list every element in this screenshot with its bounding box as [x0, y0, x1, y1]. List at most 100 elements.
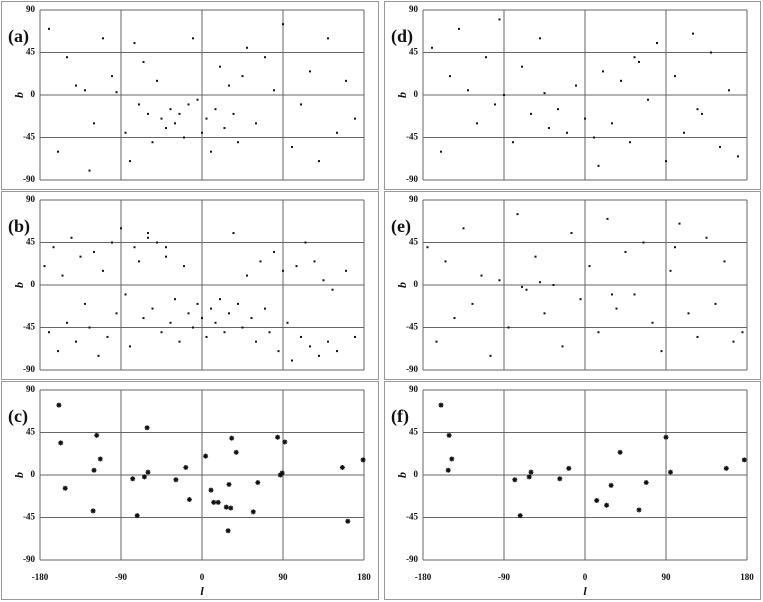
point [156, 79, 158, 82]
point [458, 27, 460, 30]
point [178, 112, 181, 115]
point [507, 326, 510, 329]
x-tick-label: 90 [662, 572, 672, 582]
point [102, 37, 104, 40]
point [557, 108, 559, 111]
point [215, 499, 221, 505]
point [656, 42, 658, 45]
y-tick-label: -90 [23, 554, 35, 564]
point [620, 79, 622, 82]
point [651, 321, 654, 324]
point [584, 117, 586, 120]
point [141, 474, 147, 480]
y-tick-label: -90 [23, 174, 35, 184]
point [543, 312, 546, 315]
point [106, 335, 109, 338]
point [512, 477, 518, 483]
point [714, 302, 717, 305]
point [203, 453, 209, 459]
point [79, 255, 82, 258]
point [279, 470, 285, 476]
point [570, 232, 573, 235]
panel-frame [1, 1, 379, 190]
point [151, 307, 154, 310]
point [147, 112, 149, 115]
point [354, 335, 356, 338]
point [446, 432, 452, 438]
point [97, 456, 103, 462]
point [210, 307, 212, 310]
point [48, 27, 50, 30]
point [723, 260, 726, 263]
point [124, 131, 127, 134]
point [70, 236, 73, 239]
panel-frame [1, 191, 379, 380]
y-tick-label: 90 [26, 4, 36, 14]
point [636, 507, 642, 513]
point [201, 317, 203, 320]
y-tick-label: 0 [31, 279, 36, 289]
point [173, 477, 179, 483]
point [462, 227, 465, 230]
point [165, 246, 167, 249]
y-tick-label: -45 [23, 512, 35, 522]
y-tick-label: 0 [414, 469, 419, 479]
point [552, 284, 555, 286]
point [579, 298, 582, 301]
point [115, 312, 118, 315]
point [84, 89, 86, 92]
point [304, 241, 307, 244]
point [93, 122, 95, 125]
point [480, 274, 483, 277]
y-tick-label: -45 [406, 322, 418, 332]
point [187, 103, 190, 106]
point [169, 321, 172, 324]
x-tick-label: 90 [279, 572, 289, 582]
point [273, 250, 275, 253]
x-tick-label: 180 [357, 572, 371, 582]
point [169, 108, 172, 111]
point [255, 122, 257, 125]
point [291, 359, 293, 362]
point [339, 464, 345, 470]
y-tick-label: 45 [26, 47, 36, 57]
point [250, 317, 253, 320]
point [232, 232, 235, 235]
point [445, 467, 451, 473]
point [444, 260, 447, 263]
point [115, 91, 118, 94]
y-tick-label: 45 [409, 47, 419, 57]
point [528, 469, 534, 475]
point [210, 150, 212, 153]
point [196, 302, 199, 305]
point [453, 317, 456, 320]
y-tick-label: 0 [31, 89, 36, 99]
panel-label: (b) [8, 216, 30, 237]
point [683, 131, 685, 134]
point [705, 236, 708, 239]
point [660, 350, 663, 353]
panel-frame [384, 191, 761, 380]
point [187, 312, 190, 315]
point [219, 298, 221, 301]
point [435, 340, 438, 343]
point [737, 155, 739, 158]
y-tick-label: -90 [406, 554, 418, 564]
point [606, 217, 609, 220]
point [62, 485, 68, 491]
point [134, 513, 140, 519]
x-tick-label: 180 [740, 572, 754, 582]
point [183, 136, 185, 139]
point [633, 56, 636, 59]
point [223, 331, 226, 334]
point [611, 122, 613, 125]
point [186, 497, 192, 503]
point [438, 402, 444, 408]
point [66, 321, 68, 324]
point [608, 482, 614, 488]
point [201, 131, 203, 134]
point [638, 60, 640, 63]
point [588, 265, 591, 268]
point [530, 112, 532, 115]
